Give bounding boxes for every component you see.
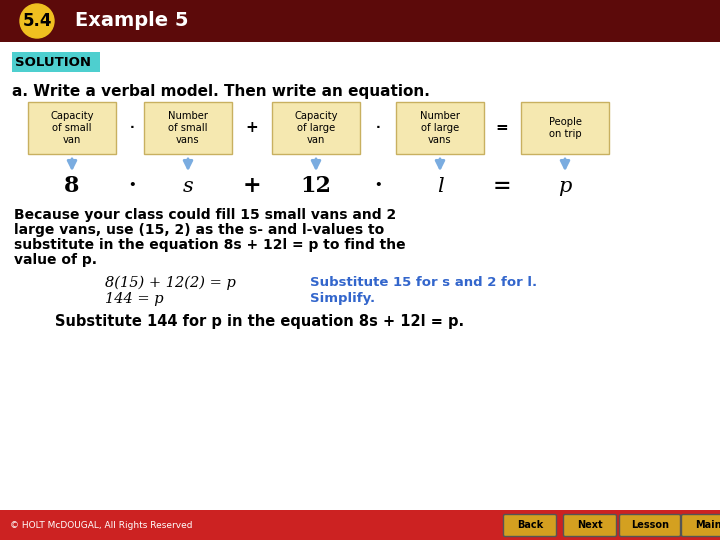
Text: +: + bbox=[243, 175, 261, 197]
Text: Example 5: Example 5 bbox=[75, 11, 189, 30]
Text: 5.4: 5.4 bbox=[22, 12, 52, 30]
Text: ·: · bbox=[374, 175, 382, 197]
Text: p: p bbox=[558, 177, 572, 195]
Text: =: = bbox=[492, 175, 511, 197]
Text: +: + bbox=[246, 120, 258, 136]
Text: l: l bbox=[437, 177, 444, 195]
Text: Capacity
of small
van: Capacity of small van bbox=[50, 111, 94, 145]
Text: © HOLT McDOUGAL, All Rights Reserved: © HOLT McDOUGAL, All Rights Reserved bbox=[10, 521, 192, 530]
Text: Lesson: Lesson bbox=[631, 520, 669, 530]
Text: Main: Main bbox=[695, 520, 720, 530]
Text: ·: · bbox=[128, 175, 136, 197]
Bar bbox=[12, 52, 100, 72]
FancyBboxPatch shape bbox=[619, 515, 680, 537]
Text: People
on trip: People on trip bbox=[549, 117, 582, 139]
Bar bbox=[0, 510, 720, 540]
Text: Next: Next bbox=[577, 520, 603, 530]
Text: Capacity
of large
van: Capacity of large van bbox=[294, 111, 338, 145]
Text: Back: Back bbox=[517, 520, 543, 530]
FancyBboxPatch shape bbox=[564, 515, 616, 537]
Bar bbox=[144, 102, 232, 154]
FancyBboxPatch shape bbox=[503, 515, 557, 537]
Bar bbox=[28, 102, 116, 154]
Text: Number
of large
vans: Number of large vans bbox=[420, 111, 460, 145]
Text: Substitute 15 for s and 2 for l.: Substitute 15 for s and 2 for l. bbox=[310, 276, 537, 289]
FancyBboxPatch shape bbox=[682, 515, 720, 537]
Text: ·: · bbox=[376, 122, 380, 134]
Text: large vans, use (15, 2) as the s- and l-values to: large vans, use (15, 2) as the s- and l-… bbox=[14, 223, 384, 237]
Text: Because your class could fill 15 small vans and 2: Because your class could fill 15 small v… bbox=[14, 208, 396, 222]
Text: value of p.: value of p. bbox=[14, 253, 97, 267]
Text: a. Write a verbal model. Then write an equation.: a. Write a verbal model. Then write an e… bbox=[12, 84, 430, 99]
Text: Simplify.: Simplify. bbox=[310, 292, 375, 305]
Text: 8: 8 bbox=[64, 175, 80, 197]
Bar bbox=[272, 102, 360, 154]
Text: 12: 12 bbox=[300, 175, 331, 197]
Text: SOLUTION: SOLUTION bbox=[15, 56, 91, 69]
Text: Substitute 144 for p in the equation 8s + 12l = p.: Substitute 144 for p in the equation 8s … bbox=[55, 314, 464, 329]
Text: 144 = p: 144 = p bbox=[105, 292, 163, 306]
Text: 8(15) + 12(2) = p: 8(15) + 12(2) = p bbox=[105, 276, 236, 291]
Text: ·: · bbox=[130, 122, 135, 134]
Circle shape bbox=[20, 4, 54, 38]
Bar bbox=[396, 102, 484, 154]
Text: s: s bbox=[183, 177, 194, 195]
Text: =: = bbox=[495, 120, 508, 136]
Text: Number
of small
vans: Number of small vans bbox=[168, 111, 208, 145]
Text: substitute in the equation 8s + 12l = p to find the: substitute in the equation 8s + 12l = p … bbox=[14, 238, 405, 252]
Bar bbox=[0, 0, 720, 42]
Bar bbox=[521, 102, 609, 154]
